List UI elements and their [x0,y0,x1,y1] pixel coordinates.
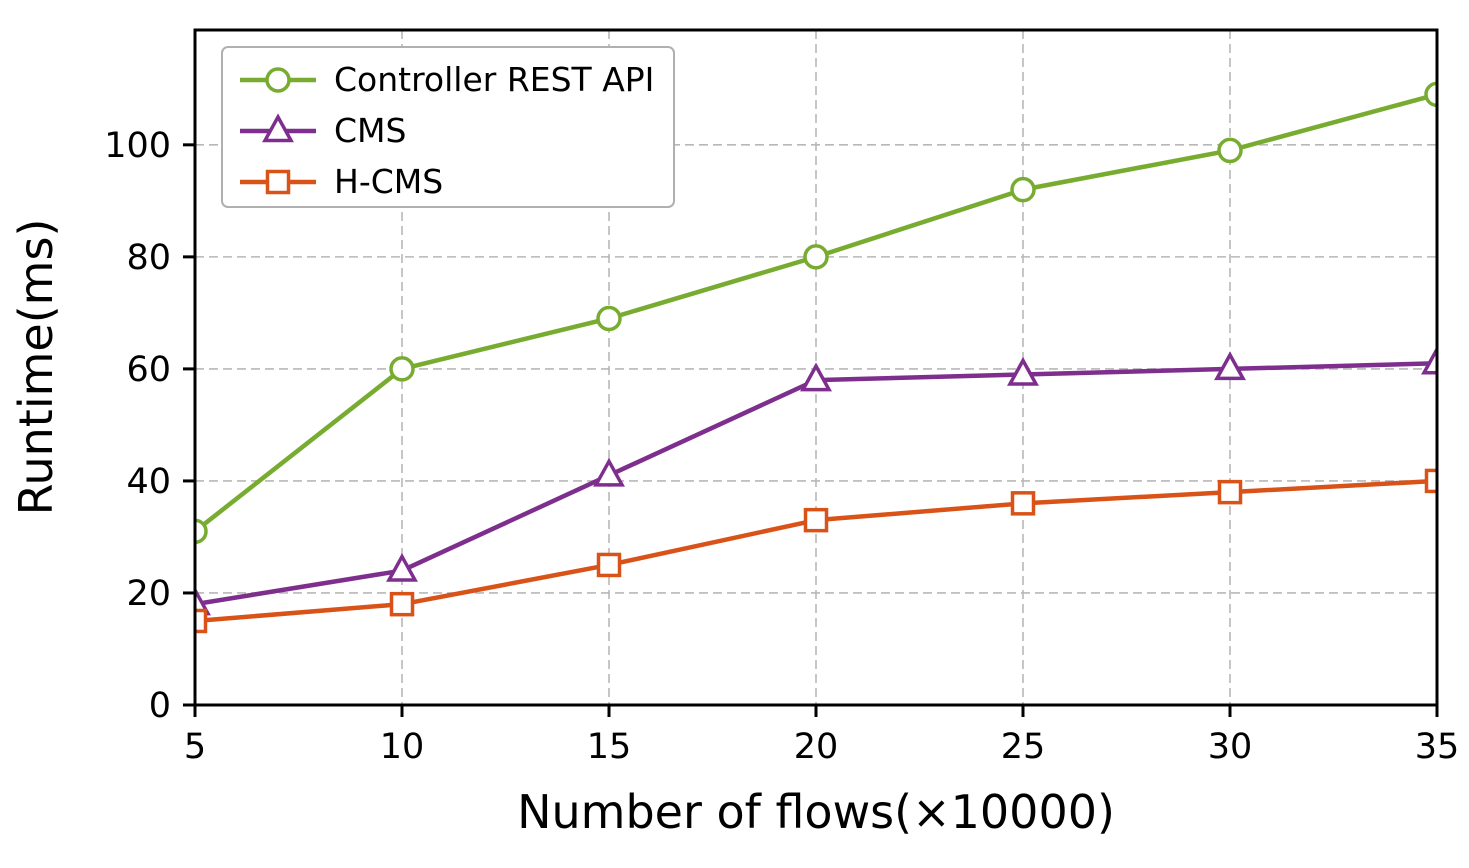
marker-triangle-cms [386,552,418,582]
y-tick-label: 60 [126,350,171,390]
marker-square-h-cms [803,507,829,533]
legend-item-label: H-CMS [334,162,443,201]
axes-spines-and-ticks [183,28,1439,717]
marker-triangle-cms [1421,345,1437,375]
marker-triangle-cms [195,586,211,616]
x-tick-label: 20 [794,727,839,767]
legend-box [221,46,675,208]
x-tick-label: 30 [1208,727,1253,767]
marker-circle-controller-rest-api [1010,176,1036,203]
series-layer [195,81,1437,634]
y-tick-label: 100 [104,126,171,166]
legend-item-label: CMS [334,111,406,150]
marker-square-h-cms [596,552,622,578]
y-axis-label: Runtime(ms) [9,219,63,516]
marker-square-h-cms [195,608,208,634]
marker-circle-controller-rest-api [596,305,622,332]
marker-circle-controller-rest-api [1424,81,1437,108]
marker-triangle-cms [593,457,625,487]
legend-marker-circle [265,67,291,93]
marker-square-h-cms [1217,479,1243,505]
marker-circle-controller-rest-api [389,356,415,382]
legend-item-h-cms: H-CMS [240,162,443,201]
legend-item-controller-rest-api: Controller REST API [240,60,654,99]
tick-labels: 5 10 15 20 25 30 35 0 20 40 60 80 100 [104,126,1459,767]
x-tick-label: 25 [1001,727,1046,767]
y-tick-label: 80 [126,238,171,278]
marker-square-h-cms [389,591,415,617]
y-tick-label: 20 [126,574,171,614]
x-axis-label: Number of flows(×10000) [517,785,1115,839]
legend: Controller REST API CMS H-CMS [221,46,675,208]
marker-circle-controller-rest-api [1217,137,1243,164]
legend-item-cms: CMS [240,111,406,150]
legend-item-label: Controller REST API [334,60,654,99]
x-tick-label: 35 [1415,727,1460,767]
legend-marker-triangle [262,113,294,143]
marker-square-h-cms [1424,468,1437,494]
x-tick-label: 5 [184,727,206,767]
marker-circle-controller-rest-api [803,244,829,270]
marker-triangle-cms [800,362,832,392]
marker-circle-controller-rest-api [195,518,208,545]
x-tick-label: 15 [587,727,632,767]
marker-triangle-cms [1214,351,1246,381]
marker-triangle-cms [1007,356,1039,386]
y-tick-label: 0 [149,686,171,726]
x-tick-label: 10 [380,727,425,767]
y-tick-label: 40 [126,462,171,502]
marker-square-h-cms [1010,491,1036,516]
legend-marker-square [265,169,291,195]
